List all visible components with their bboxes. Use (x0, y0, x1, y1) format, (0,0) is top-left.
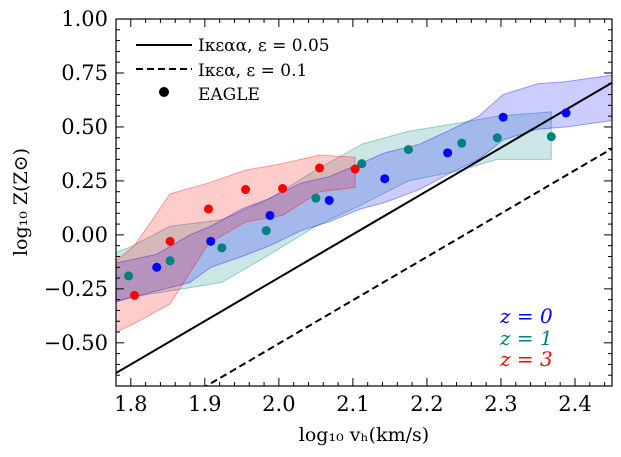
x-tick-label: 2.0 (262, 392, 295, 416)
annotation-z0: z = 0 (499, 304, 553, 328)
point-z3-5 (315, 163, 325, 173)
point-z0-2 (265, 210, 275, 220)
model-lines (116, 81, 612, 386)
legend-label-eagle: EAGLE (198, 85, 260, 105)
model-line-epsilon-0.1 (204, 147, 612, 386)
x-tick-label: 1.9 (188, 392, 221, 416)
point-z1-8 (492, 133, 502, 143)
x-axis-label: log₁₀ vₕ(km/s) (299, 424, 429, 446)
point-z1-0 (124, 271, 134, 281)
x-tick-label: 2.2 (410, 392, 443, 416)
y-axis-label: log₁₀ Z(Z⊙) (10, 148, 32, 256)
axis-ticks (115, 18, 612, 387)
y-tick-label: −0.50 (44, 331, 108, 355)
point-z1-4 (311, 193, 321, 203)
legend: Iκεαα, ε = 0.05 Iκεα, ε = 0.1 EAGLE (136, 36, 330, 105)
point-z0-4 (380, 174, 390, 184)
point-z0-1 (206, 236, 216, 246)
point-z3-6 (350, 164, 360, 174)
point-z3-1 (165, 236, 175, 246)
point-z1-2 (217, 243, 227, 253)
point-z1-6 (403, 145, 413, 155)
point-z3-2 (204, 204, 214, 214)
x-tick-label: 1.8 (114, 392, 147, 416)
legend-marker-swatch (159, 87, 169, 97)
y-tick-label: 0.00 (61, 223, 108, 247)
band-z0 (116, 74, 612, 303)
y-tick-label: 0.50 (61, 115, 108, 139)
band-z1 (116, 111, 552, 303)
band-z3 (116, 154, 356, 333)
x-tick-label: 2.4 (558, 392, 591, 416)
point-z0-0 (152, 262, 162, 272)
eagle-points (124, 108, 571, 300)
legend-label-epsilon-0.05: Iκεαα, ε = 0.05 (198, 36, 330, 56)
point-z1-9 (546, 132, 556, 142)
point-z0-7 (561, 108, 571, 118)
point-z1-1 (165, 256, 175, 266)
model-line-epsilon-0.05 (116, 81, 612, 374)
point-z1-7 (457, 138, 467, 148)
y-tick-label: −0.25 (44, 277, 108, 301)
y-tick-label: 0.25 (61, 169, 108, 193)
x-tick-label: 2.3 (484, 392, 517, 416)
plot-frame (115, 18, 613, 387)
point-z3-3 (241, 185, 251, 195)
y-tick-label: 0.75 (61, 61, 108, 85)
point-z3-0 (130, 290, 140, 300)
annotation-z3: z = 3 (499, 347, 553, 371)
legend-label-epsilon-0.1: Iκεα, ε = 0.1 (198, 61, 307, 81)
x-tick-label: 2.1 (336, 392, 369, 416)
point-z1-5 (357, 159, 367, 169)
point-z0-6 (498, 112, 508, 122)
annotation-z1: z = 1 (499, 326, 553, 350)
confidence-bands (116, 74, 612, 333)
point-z0-5 (443, 148, 453, 158)
tick-labels: 1.8 1.9 2.0 2.1 2.2 2.3 2.4 −0.50 −0.25 0.00 0.25 0… (44, 7, 592, 416)
point-z1-3 (261, 226, 271, 236)
y-tick-label: 1.00 (61, 7, 108, 31)
point-z0-3 (324, 195, 334, 205)
point-z3-4 (278, 183, 288, 193)
